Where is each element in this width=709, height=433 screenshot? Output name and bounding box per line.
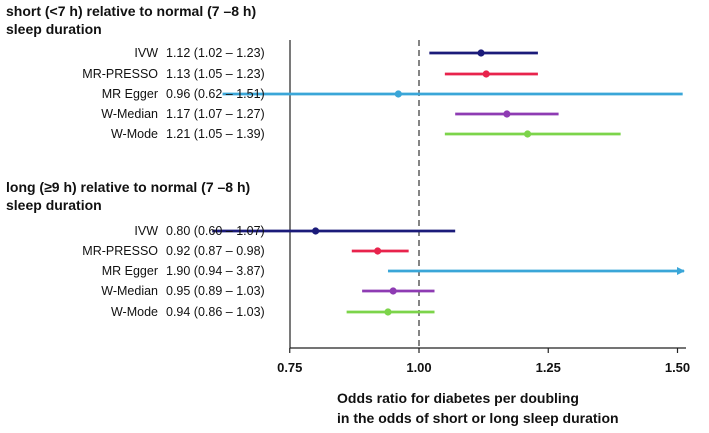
long-wmode-method: W-Mode [110, 305, 158, 319]
x-tick-label: 1.00 [406, 360, 431, 375]
point-estimate-short-0 [477, 49, 485, 57]
short-sleep-title-line2: sleep duration [6, 21, 102, 37]
long-mregger-method: MR Egger [101, 264, 158, 278]
point-estimate-long-4 [384, 308, 392, 316]
x-tick-label: 0.75 [277, 360, 302, 375]
short-ivw-estimate: 1.12 (1.02 – 1.23) [166, 46, 265, 60]
point-estimate-short-1 [482, 70, 490, 78]
short-mrpresso-estimate: 1.13 (1.05 – 1.23) [166, 67, 265, 81]
short-ivw-method: IVW [134, 46, 158, 60]
long-sleep-title-line2: sleep duration [6, 197, 102, 213]
long-sleep-title: long (≥9 h) relative to normal (7 –8 h) … [6, 178, 306, 214]
point-estimate-long-3 [389, 287, 397, 295]
short-mrpresso-method: MR-PRESSO [82, 67, 158, 81]
x-tick-label: 1.50 [665, 360, 690, 375]
short-wmedian-estimate: 1.17 (1.07 – 1.27) [166, 107, 265, 121]
point-estimate-short-4 [523, 130, 532, 138]
x-axis-label-line1: Odds ratio for diabetes per doubling [337, 390, 579, 406]
short-wmode-method: W-Mode [110, 127, 158, 141]
short-mregger-method: MR Egger [101, 87, 158, 101]
short-wmode-estimate: 1.21 (1.05 – 1.39) [166, 127, 265, 141]
long-ivw-estimate: 0.80 (0.60 – 1.07) [166, 224, 265, 238]
short-mregger-estimate: 0.96 (0.62 – 1.51) [166, 87, 265, 101]
x-axis-label: Odds ratio for diabetes per doubling in … [337, 388, 619, 428]
long-mrpresso-estimate: 0.92 (0.87 – 0.98) [166, 244, 265, 258]
long-wmode-estimate: 0.94 (0.86 – 1.03) [166, 305, 265, 319]
long-ivw-method: IVW [134, 224, 158, 238]
long-wmedian-method: W-Median [101, 284, 158, 298]
short-wmedian-method: W-Median [101, 107, 158, 121]
short-sleep-title: short (<7 h) relative to normal (7 –8 h)… [6, 2, 306, 38]
long-sleep-title-line1: long (≥9 h) relative to normal (7 –8 h) [6, 179, 251, 195]
short-sleep-title-line1: short (<7 h) relative to normal (7 –8 h) [6, 3, 257, 19]
x-tick-label: 1.25 [536, 360, 561, 375]
point-estimate-long-0 [312, 227, 320, 235]
x-axis-label-line2: in the odds of short or long sleep durat… [337, 410, 619, 426]
point-estimate-short-3 [503, 110, 511, 118]
point-estimate-short-2 [394, 90, 402, 98]
long-wmedian-estimate: 0.95 (0.89 – 1.03) [166, 284, 265, 298]
long-mrpresso-method: MR-PRESSO [82, 244, 158, 258]
point-estimate-long-1 [374, 247, 382, 255]
long-mregger-estimate: 1.90 (0.94 – 3.87) [166, 264, 265, 278]
